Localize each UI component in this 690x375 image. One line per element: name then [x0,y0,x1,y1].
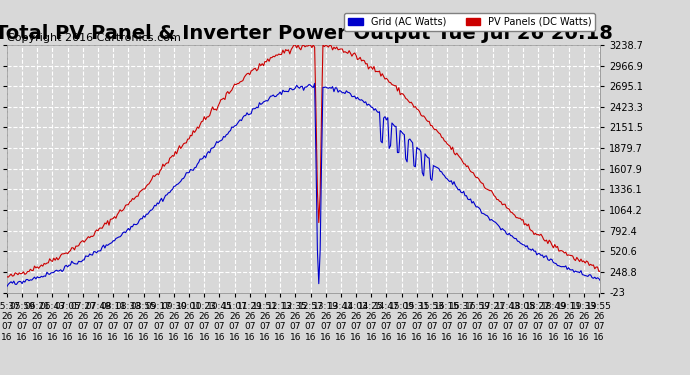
Text: Copyright 2016 Cartronics.com: Copyright 2016 Cartronics.com [7,33,181,43]
Title: Total PV Panel & Inverter Power Output Tue Jul 26 20:18: Total PV Panel & Inverter Power Output T… [0,24,613,44]
Legend: Grid (AC Watts), PV Panels (DC Watts): Grid (AC Watts), PV Panels (DC Watts) [344,13,595,30]
